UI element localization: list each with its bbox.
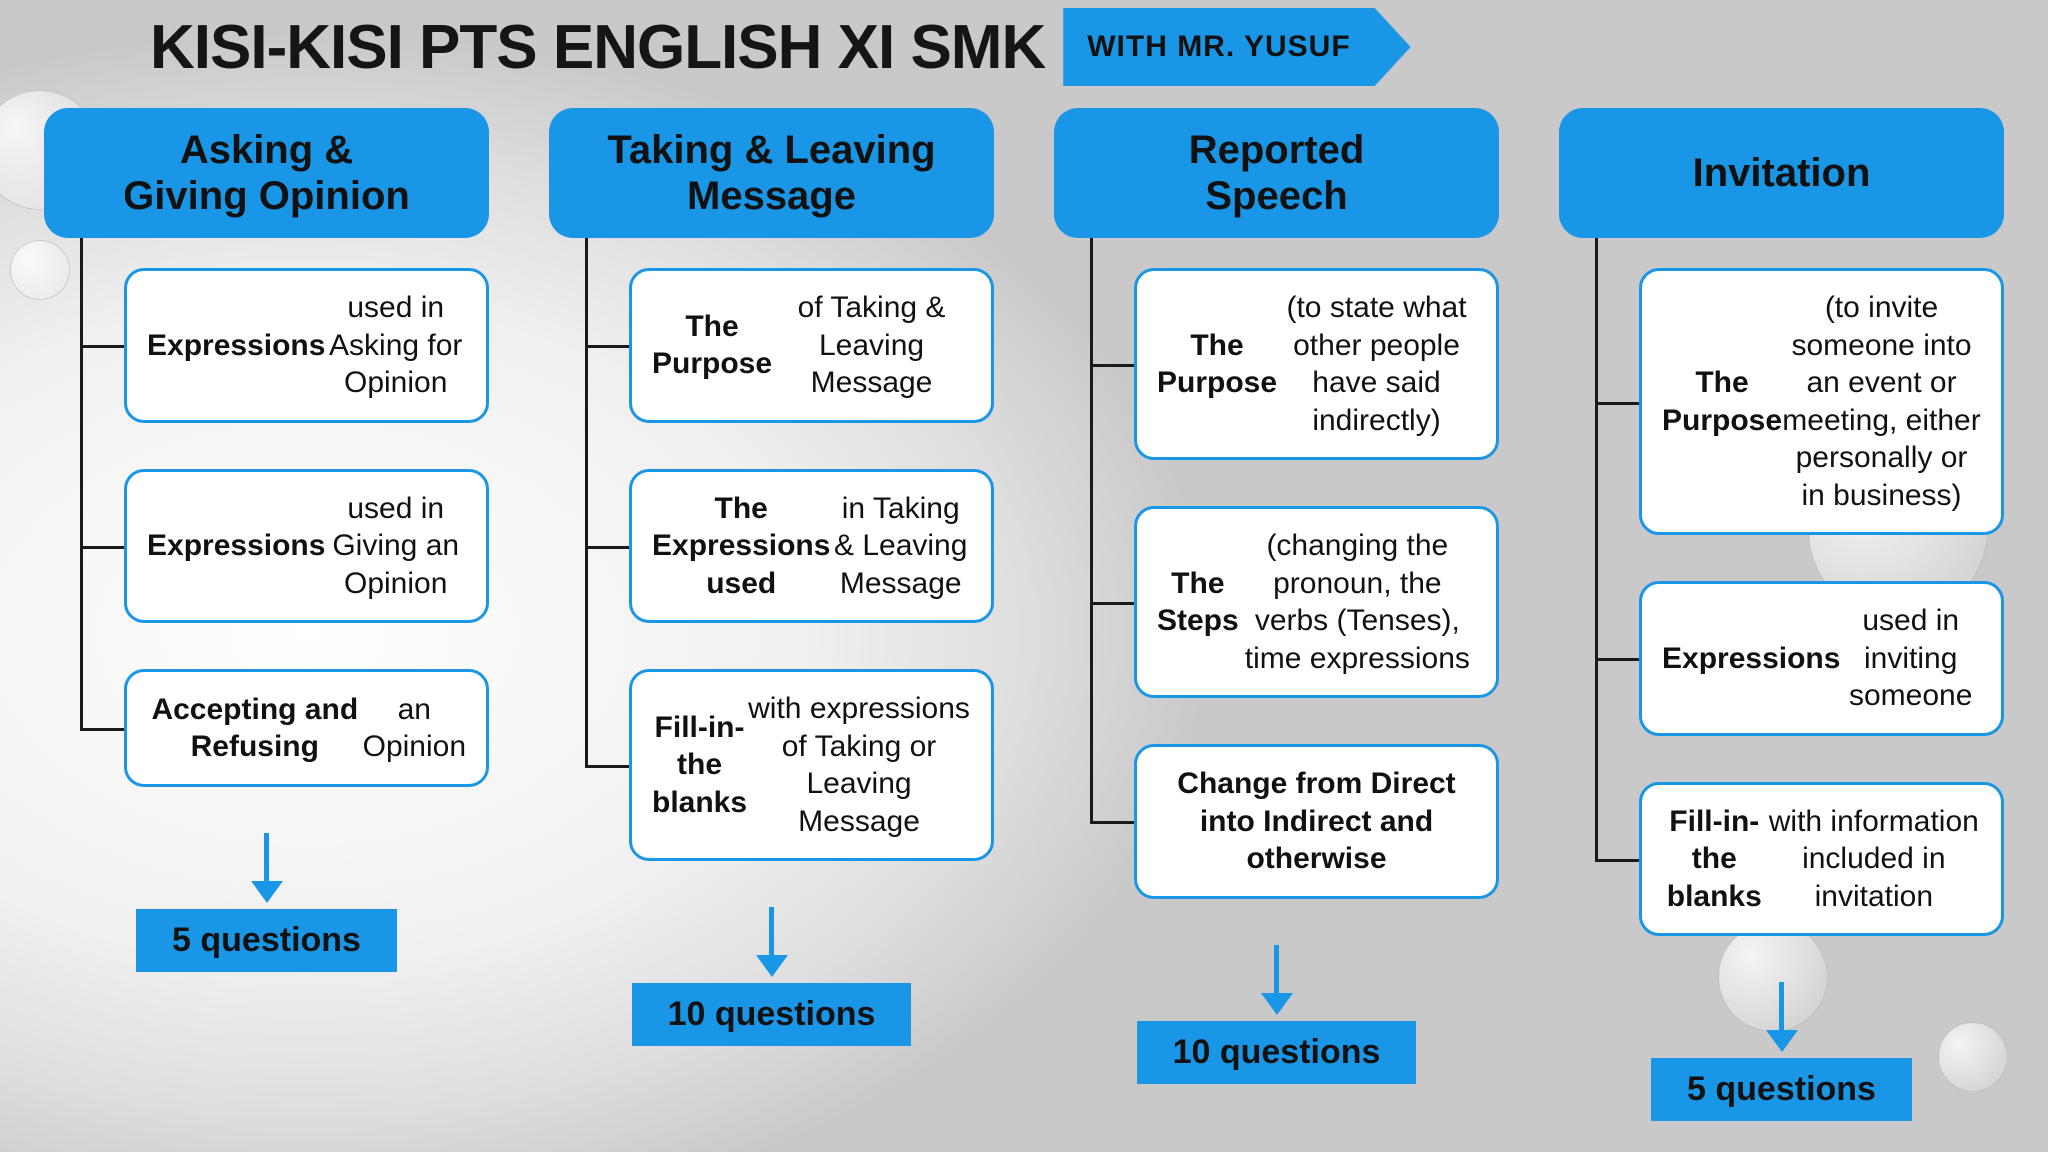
arrow-stem-icon	[1779, 982, 1784, 1030]
column-2: ReportedSpeech The Purpose (to state what…	[1054, 108, 1499, 1121]
branch-row: The Purpose (to invite someone into an e…	[1639, 268, 2004, 535]
column-0: Asking &Giving OpinionExpressions used i…	[44, 108, 489, 1121]
topic-header: Asking &Giving Opinion	[44, 108, 489, 238]
tree-items: The Purpose of Taking & Leaving Message T…	[549, 238, 994, 861]
arrow-head-icon	[1766, 1030, 1798, 1052]
branch-row: Expressions used in Asking for Opinion	[124, 268, 489, 423]
column-1: Taking & LeavingMessageThe Purpose of Ta…	[549, 108, 994, 1121]
detail-card: The Expressions used in Taking & Leaving…	[629, 469, 994, 624]
detail-card: The Steps (changing the pronoun, the ver…	[1134, 506, 1499, 698]
branch-row: Accepting and Refusing an Opinion	[124, 669, 489, 787]
arrow	[1766, 982, 1798, 1052]
arrow-head-icon	[251, 881, 283, 903]
arrow-head-icon	[756, 955, 788, 977]
tree-items: The Purpose (to invite someone into an e…	[1559, 238, 2004, 936]
detail-card: Expressions used in inviting someone	[1639, 581, 2004, 736]
subtitle-ribbon: WITH MR. YUSUF	[1063, 8, 1410, 86]
arrow-stem-icon	[769, 907, 774, 955]
detail-card: The Purpose (to invite someone into an e…	[1639, 268, 2004, 535]
detail-card: Expressions used in Giving an Opinion	[124, 469, 489, 624]
branch-row: Change from Direct into Indirect and oth…	[1134, 744, 1499, 899]
topic-header: Taking & LeavingMessage	[549, 108, 994, 238]
columns-container: Asking &Giving OpinionExpressions used i…	[44, 108, 2004, 1121]
topic-header: ReportedSpeech	[1054, 108, 1499, 238]
topic-tree: Expressions used in Asking for Opinion Ex…	[44, 238, 489, 833]
page-header: KISI-KISI PTS ENGLISH XI SMK WITH MR. YU…	[150, 8, 1411, 86]
question-count: 5 questions	[136, 909, 397, 972]
branch-row: Fill-in-the blanks with information incl…	[1639, 782, 2004, 937]
branch-row: The Purpose (to state what other people …	[1134, 268, 1499, 460]
arrow-stem-icon	[264, 833, 269, 881]
question-count: 5 questions	[1651, 1058, 1912, 1121]
arrow-stem-icon	[1274, 945, 1279, 993]
topic-tree: The Purpose (to state what other people …	[1054, 238, 1499, 945]
arrow-head-icon	[1261, 993, 1293, 1015]
question-count: 10 questions	[1137, 1021, 1417, 1084]
detail-card: Fill-in-the blanks with information incl…	[1639, 782, 2004, 937]
arrow	[756, 907, 788, 977]
topic-tree: The Purpose of Taking & Leaving Message T…	[549, 238, 994, 907]
branch-row: The Expressions used in Taking & Leaving…	[629, 469, 994, 624]
page-title: KISI-KISI PTS ENGLISH XI SMK	[150, 12, 1045, 83]
topic-tree: The Purpose (to invite someone into an e…	[1559, 238, 2004, 982]
question-count: 10 questions	[632, 983, 912, 1046]
column-3: Invitation The Purpose (to invite someone…	[1559, 108, 2004, 1121]
arrow	[251, 833, 283, 903]
branch-row: Expressions used in inviting someone	[1639, 581, 2004, 736]
branch-row: The Steps (changing the pronoun, the ver…	[1134, 506, 1499, 698]
detail-card: The Purpose of Taking & Leaving Message	[629, 268, 994, 423]
tree-items: Expressions used in Asking for Opinion Ex…	[44, 238, 489, 787]
branch-row: Expressions used in Giving an Opinion	[124, 469, 489, 624]
branch-row: The Purpose of Taking & Leaving Message	[629, 268, 994, 423]
detail-card: Fill-in-the blanks with expressions of T…	[629, 669, 994, 861]
detail-card: Expressions used in Asking for Opinion	[124, 268, 489, 423]
arrow	[1261, 945, 1293, 1015]
detail-card: Accepting and Refusing an Opinion	[124, 669, 489, 787]
topic-header: Invitation	[1559, 108, 2004, 238]
branch-row: Fill-in-the blanks with expressions of T…	[629, 669, 994, 861]
tree-items: The Purpose (to state what other people …	[1054, 238, 1499, 899]
detail-card: The Purpose (to state what other people …	[1134, 268, 1499, 460]
detail-card: Change from Direct into Indirect and oth…	[1134, 744, 1499, 899]
